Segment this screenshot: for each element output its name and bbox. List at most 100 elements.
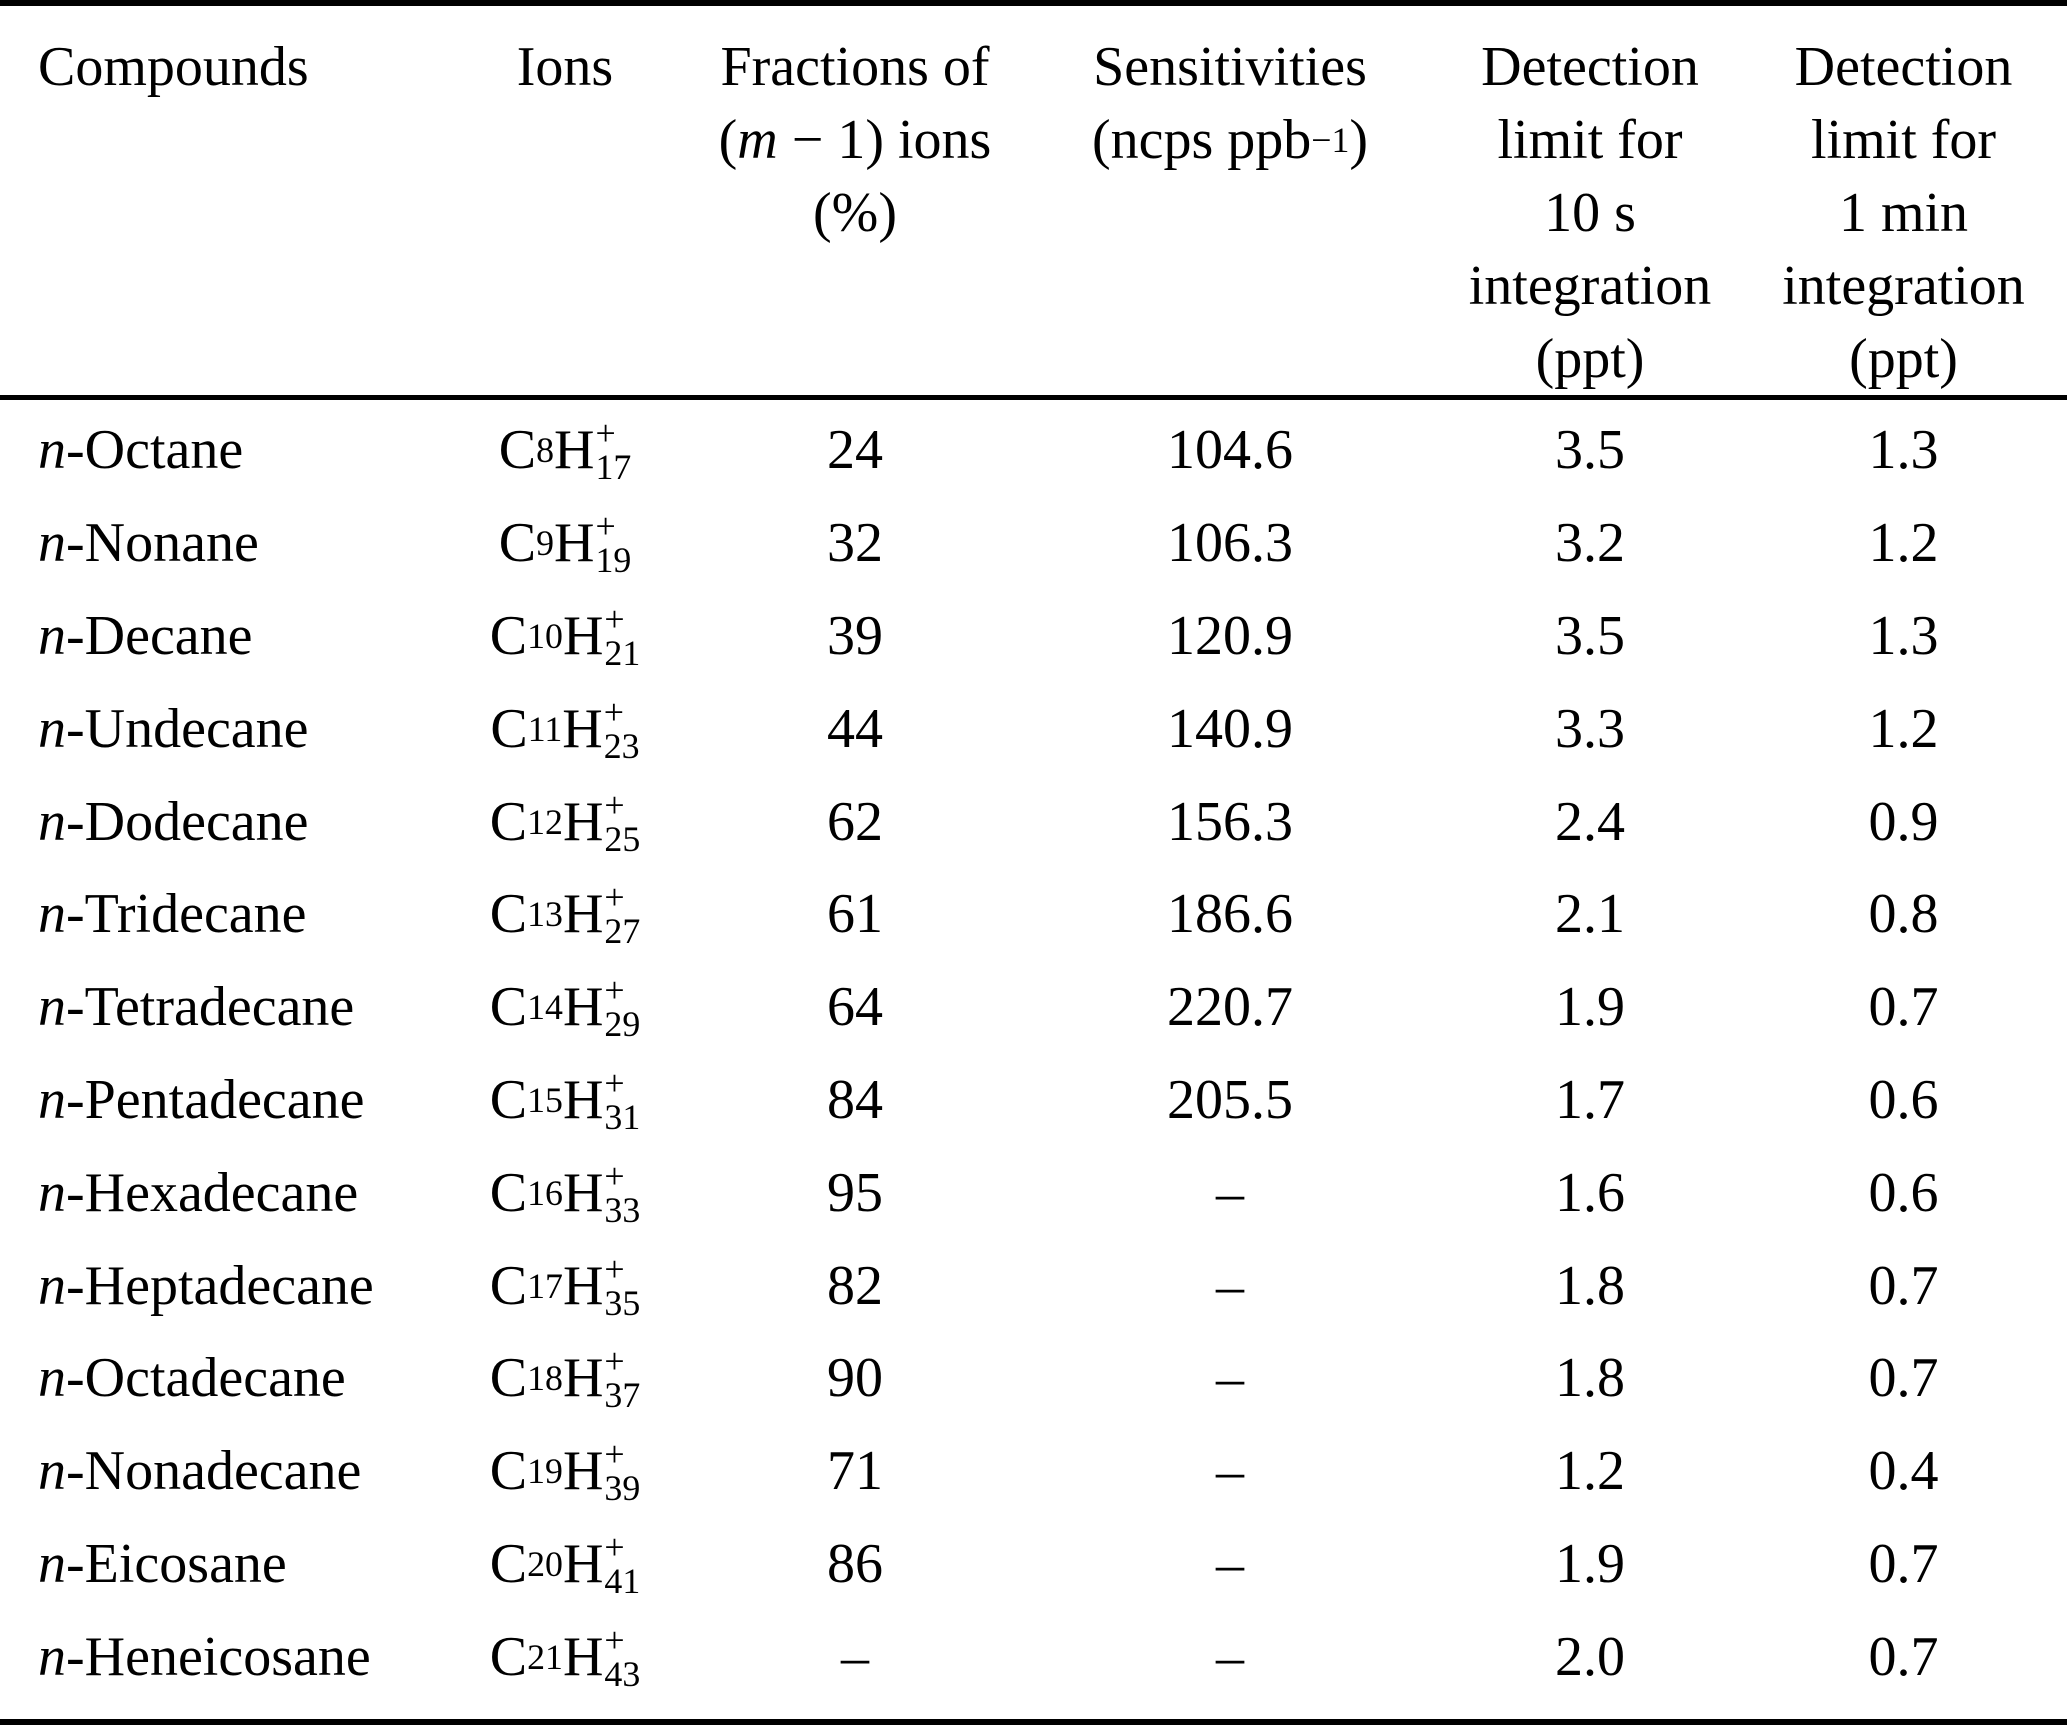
compound-name: n -Heneicosane [0, 1610, 440, 1703]
ion-charge-stack: +17 [595, 415, 631, 485]
ion-charge-stack: +33 [604, 1158, 640, 1228]
header-text: Fractions of [720, 35, 990, 98]
fraction-value: 84 [827, 1068, 883, 1131]
compound-text: -Eicosane [66, 1532, 287, 1595]
compound-text: -Octane [66, 419, 244, 482]
fraction-value: 95 [827, 1161, 883, 1224]
table-row: n -Nonadecane C 19 H +39 71 – 1.2 0.4 [0, 1425, 2067, 1518]
ion-charge-sign: + [604, 598, 625, 639]
table-body: n -Octane C 8 H +17 24 104.6 3.5 1.3 n -Nonane C 9 H +1… [0, 400, 2067, 1703]
detection-limit-10s-value: 1.8 [1555, 1347, 1625, 1410]
ion-formula: C 11 H +23 [490, 691, 640, 766]
detection-limit-10s-value: 2.1 [1555, 883, 1625, 946]
compound-text: -Nonadecane [66, 1440, 362, 1503]
compound-text: -Tetradecane [66, 976, 355, 1039]
ion-carbon-symbol: C [489, 604, 528, 667]
ion-charge-sign: + [604, 784, 625, 825]
header-detection-limit-10s: Detection limit for 10 s integration (ppt) [1440, 30, 1740, 395]
ion-formula: C 16 H +33 [489, 1155, 641, 1230]
detection-limit-1min-value: 0.7 [1868, 1532, 1939, 1595]
header-line: (ppt) [1536, 322, 1645, 395]
compound-name: n -Tetradecane [0, 961, 440, 1054]
ion-hydrogen-subscript: 31 [604, 1096, 641, 1137]
header-text: integration [1782, 254, 2025, 317]
ion-hydrogen-symbol: H [562, 1532, 604, 1595]
compound-text: -Pentadecane [66, 1068, 365, 1131]
compound-text: -Decane [66, 604, 253, 667]
header-text: Ions [516, 35, 614, 98]
ion-charge-stack: +19 [595, 506, 632, 581]
sensitivity-value: – [1216, 1254, 1244, 1317]
compound-prefix: n [38, 1625, 66, 1688]
ion-charge-sign: + [595, 506, 616, 547]
fraction-value: 32 [827, 512, 883, 575]
sensitivity-value: 156.3 [1167, 790, 1293, 853]
compound-text: -Octadecane [66, 1347, 346, 1410]
ion-carbon-symbol: C [490, 697, 528, 760]
ion-formula: C 17 H +35 [489, 1248, 641, 1323]
header-line: (m − 1) ions [719, 103, 992, 176]
ion-formula: C 14 H +29 [489, 970, 641, 1045]
table-row: n -Octane C 8 H +17 24 104.6 3.5 1.3 [0, 404, 2067, 497]
ion-hydrogen-subscript: 27 [604, 911, 641, 952]
ion-charge-sign: + [604, 1248, 625, 1289]
table-row: n -Hexadecane C 16 H +33 95 – 1.6 0.6 [0, 1146, 2067, 1239]
header-sensitivities: Sensitivities (ncps ppb −1) [1020, 30, 1440, 395]
detection-limit-1min-value: 0.7 [1868, 1254, 1939, 1317]
ion-hydrogen-subscript: 19 [595, 540, 632, 581]
compound-name: n -Octadecane [0, 1332, 440, 1425]
compound-prefix: n [38, 1068, 66, 1131]
header-line: integration [1469, 249, 1712, 322]
header-line: Detection [1481, 30, 1699, 103]
header-text: 1 min [1838, 181, 1969, 244]
compound-text: -Heneicosane [66, 1625, 371, 1688]
header-text: limit for [1810, 108, 1997, 171]
compound-name: n -Octane [0, 404, 440, 497]
ion-hydrogen-subscript: 25 [604, 818, 641, 859]
sensitivity-value: 186.6 [1167, 883, 1293, 946]
ion-formula: C 20 H +41 [489, 1526, 641, 1601]
ion-carbon-symbol: C [498, 512, 537, 575]
ion-hydrogen-subscript: 29 [604, 1004, 641, 1045]
header-line: (ppt) [1849, 322, 1958, 395]
header-text: integration [1468, 254, 1712, 317]
ion-hydrogen-symbol: H [562, 1440, 604, 1503]
ion-hydrogen-symbol: H [562, 883, 604, 946]
detection-limit-10s-value: 1.7 [1555, 1068, 1625, 1131]
sensitivity-value: 220.7 [1167, 976, 1293, 1039]
header-line: 1 min [1839, 176, 1968, 249]
ion-charge-stack: +25 [604, 784, 641, 859]
compound-prefix: n [38, 1440, 66, 1503]
table-row: n -Nonane C 9 H +19 32 106.3 3.2 1.2 [0, 497, 2067, 590]
ion-formula: C 8 H +17 [498, 413, 632, 488]
ion-carbon-symbol: C [489, 790, 528, 853]
header-text: Compounds [38, 35, 309, 98]
header-text: (ncps ppb [1091, 108, 1312, 171]
sensitivity-value: – [1216, 1161, 1244, 1224]
table-row: n -Tridecane C 13 H +27 61 186.6 2.1 0.8 [0, 868, 2067, 961]
header-text: ) [1349, 108, 1369, 171]
detection-limit-10s-value: 3.2 [1555, 512, 1625, 575]
fraction-value: 44 [827, 697, 883, 760]
detection-limit-1min-value: 1.2 [1868, 697, 1939, 760]
ion-hydrogen-subscript: 23 [603, 725, 640, 766]
ion-charge-sign: + [604, 877, 625, 918]
ion-carbon-symbol: C [489, 1161, 528, 1224]
detection-limit-1min-value: 0.7 [1868, 976, 1939, 1039]
compound-text: -Undecane [66, 697, 309, 760]
detection-limit-1min-value: 0.8 [1868, 883, 1939, 946]
ion-charge-sign: + [604, 1619, 625, 1660]
header-text: Detection [1794, 35, 2013, 98]
detection-limit-1min-value: 0.6 [1868, 1161, 1939, 1224]
header-text: (ppt) [1535, 327, 1645, 390]
header-ions: Ions [440, 30, 690, 395]
compound-name: n -Tridecane [0, 868, 440, 961]
sensitivity-value: – [1216, 1347, 1244, 1410]
ion-hydrogen-symbol: H [562, 697, 603, 760]
ion-charge-stack: +37 [604, 1343, 640, 1413]
header-detection-limit-1min: Detection limit for 1 min integration (ppt) [1740, 30, 2067, 395]
ion-charge-stack: +27 [604, 877, 641, 952]
detection-limit-1min-value: 0.4 [1868, 1440, 1939, 1503]
ion-charge-stack: +35 [604, 1248, 640, 1321]
table-row: n -Tetradecane C 14 H +29 64 220.7 1.9 0.7 [0, 961, 2067, 1054]
